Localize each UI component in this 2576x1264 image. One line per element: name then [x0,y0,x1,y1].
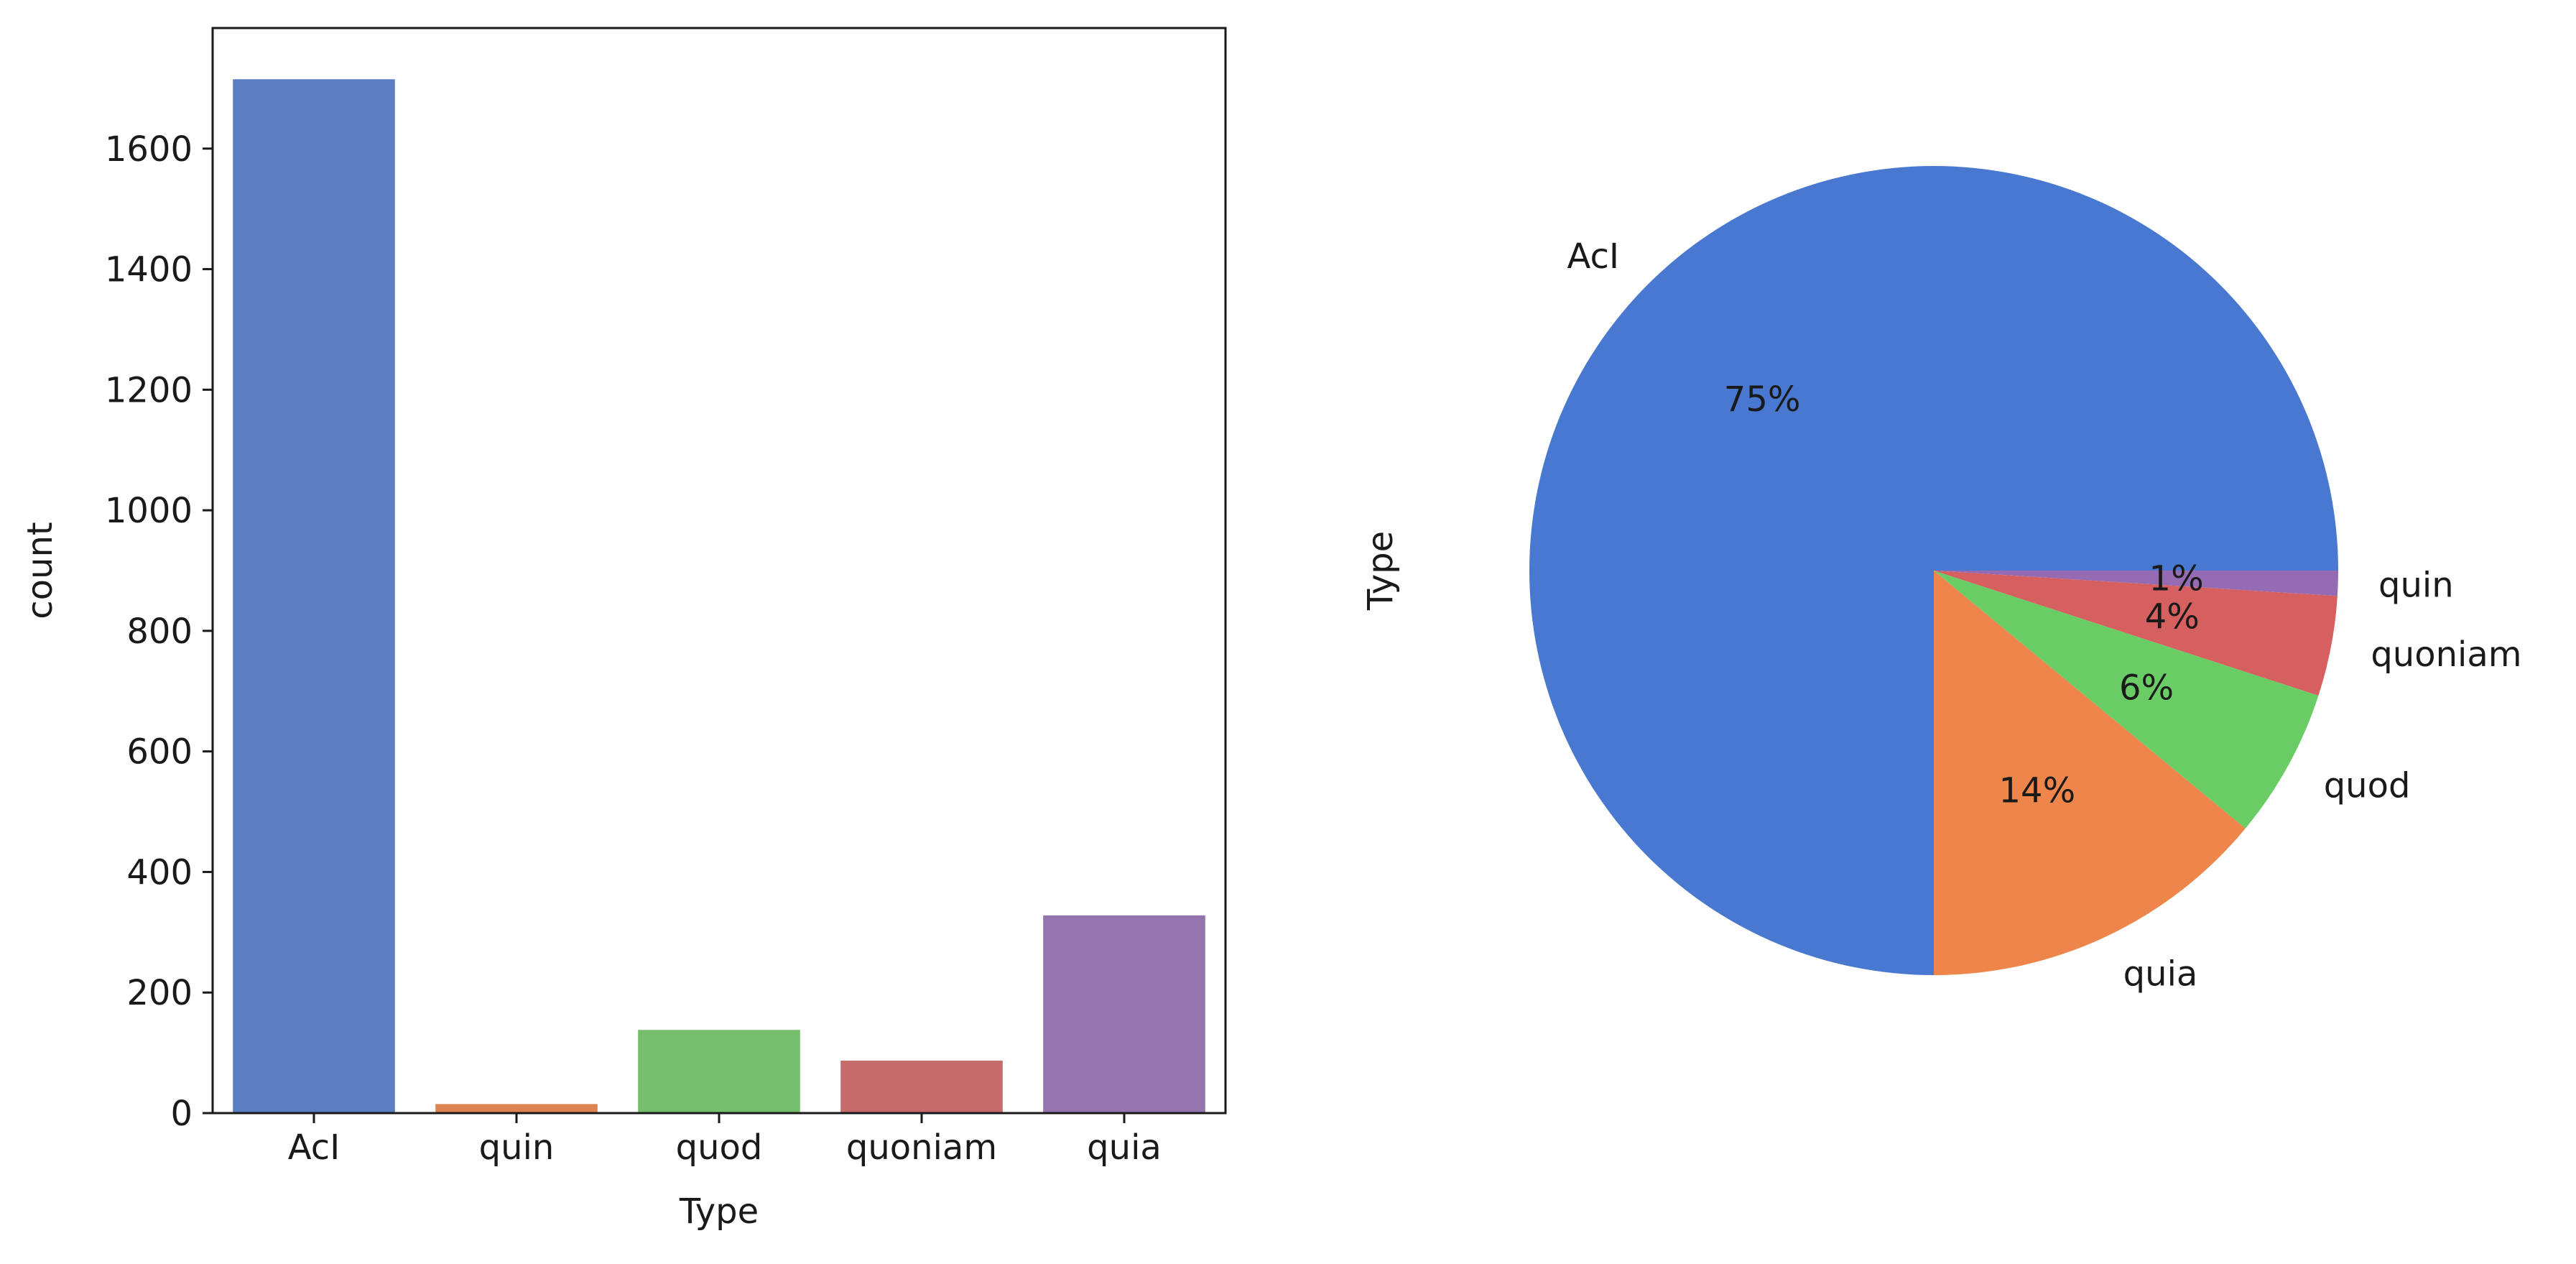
x-tick-label: AcI [288,1127,340,1168]
pie-category-label: quin [2378,565,2454,605]
pie-labels: AcI 75% quia 14% quod 6% quoniam 4% quin 1% [1567,236,2522,994]
pie-percent-label: 6% [2119,668,2174,709]
pie-percent-label: 75% [1724,379,1801,420]
y-axis: 0 200 400 600 800 1000 1200 1400 1600 [105,129,213,1134]
x-tick-label: quia [1087,1127,1162,1168]
bar-chart: 0 200 400 600 800 1000 1200 1400 1600 AcI quin quo… [20,27,1227,1232]
pie-chart: AcI 75% quia 14% quod 6% quoniam 4% quin 1% Type [1361,166,2522,994]
pie-slice-quod [1934,571,2319,829]
pie-category-label: quoniam [2371,635,2521,675]
pie-percent-label: 4% [2145,596,2200,637]
x-tick-label: quod [676,1127,763,1168]
pie-slice-quia [1934,571,2246,975]
y-tick-label: 0 [170,1094,193,1134]
x-tick-label: quoniam [846,1127,997,1168]
pie-category-label: quod [2324,765,2411,806]
bar-series [233,79,1205,1114]
bar-quia [1043,915,1205,1113]
pie-slices [1529,166,2338,975]
bar-x-axis-label: Type [679,1191,759,1232]
bar-quoniam [840,1061,1003,1113]
pie-percent-label: 14% [1998,771,2075,811]
pie-percent-label: 1% [2149,559,2204,599]
y-tick-label: 1600 [105,129,193,170]
y-tick-label: 1400 [105,250,193,290]
y-tick-label: 600 [126,732,193,772]
x-tick-label: quin [479,1127,555,1168]
y-tick-label: 400 [126,852,193,892]
pie-slice-quin [1934,571,2338,596]
x-axis: AcI quin quod quoniam quia [288,1113,1162,1168]
y-tick-label: 200 [126,973,193,1013]
pie-y-axis-label: Type [1361,531,1401,611]
bar-quod [638,1030,800,1113]
y-tick-label: 1200 [105,370,193,410]
bar-quin [435,1104,598,1113]
bar-aci [233,79,395,1114]
pie-category-label: quia [2123,954,2198,994]
pie-category-label: AcI [1567,236,1620,277]
pie-slice-quoniam [1934,571,2338,696]
y-tick-label: 1000 [105,491,193,531]
y-tick-label: 800 [126,612,193,652]
bar-y-axis-label: count [20,522,60,619]
